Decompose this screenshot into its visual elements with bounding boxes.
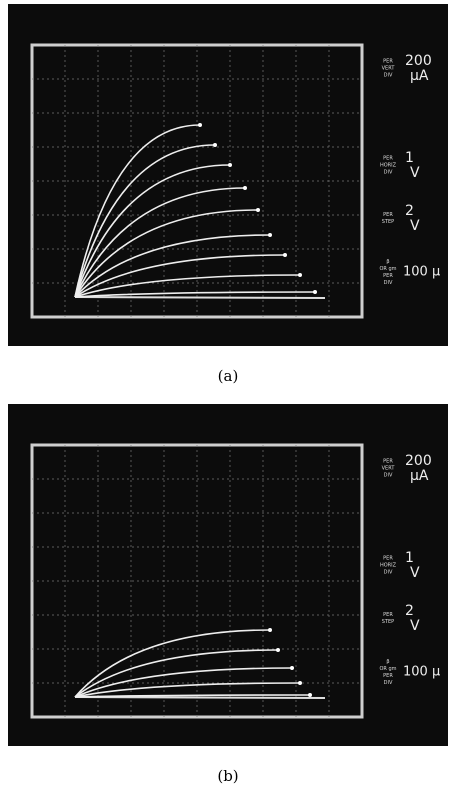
trace-dot [308, 693, 312, 697]
setting-label: DIV [384, 170, 393, 176]
trace-dot [298, 681, 302, 685]
setting-label: PER [383, 212, 393, 218]
trace-curve [74, 274, 301, 298]
setting-label: DIV [384, 280, 393, 286]
setting-value: 1 [405, 550, 414, 566]
setting-label: PER [383, 556, 393, 562]
setting-unit: V [410, 565, 420, 581]
setting-label: OR gm [379, 666, 396, 672]
setting-label: PER [383, 273, 393, 279]
setting-label: PER [383, 156, 393, 162]
setting-label: STEP [382, 619, 394, 625]
baseline-trace [74, 296, 326, 299]
trace-dot [228, 163, 232, 167]
trace-dot [213, 143, 217, 147]
caption: (b) [217, 767, 238, 785]
setting-value: 100 μ [403, 665, 440, 680]
setting-value: 100 μ [403, 265, 440, 280]
screen-photo [8, 4, 448, 346]
setting-label: DIV [384, 680, 393, 686]
setting-value: 2 [405, 203, 414, 219]
setting-unit: μA [410, 468, 429, 484]
setting-value: 1 [405, 150, 414, 166]
setting-label: OR gm [379, 266, 396, 272]
trace-curve [74, 682, 301, 698]
trace-curve [74, 234, 271, 298]
trace-curve [74, 144, 216, 298]
trace-dot [198, 123, 202, 127]
panel: PERVERTDIV200μAPERHORIZDIV1VPERSTEP2VβOR… [8, 4, 448, 385]
setting-label: PER [383, 612, 393, 618]
setting-unit: μA [410, 68, 429, 84]
setting-label: PER [383, 459, 393, 465]
trace-curve [74, 124, 201, 298]
trace-dot [268, 233, 272, 237]
setting-label: PER [383, 59, 393, 65]
trace-dot [256, 208, 260, 212]
setting-value: 200 [405, 53, 432, 69]
setting-unit: V [410, 165, 420, 181]
caption: (a) [218, 367, 239, 385]
setting-label: HORIZ [380, 563, 397, 569]
trace-curve [74, 164, 231, 298]
trace-dot [283, 253, 287, 257]
setting-label: STEP [382, 219, 394, 225]
setting-label: DIV [384, 473, 393, 479]
setting-label: VERT [382, 66, 396, 72]
setting-label: DIV [384, 73, 393, 79]
trace-dot [313, 290, 317, 294]
setting-label: HORIZ [380, 163, 397, 169]
setting-value: 2 [405, 603, 414, 619]
trace-curve [74, 187, 246, 298]
trace-curve [74, 667, 293, 698]
trace-curve [74, 629, 271, 698]
setting-label: β [386, 659, 389, 665]
setting-label: VERT [382, 466, 396, 472]
trace-curve [74, 254, 286, 298]
setting-unit: V [410, 618, 420, 634]
trace-dot [268, 628, 272, 632]
trace-dot [276, 648, 280, 652]
screen-photo [8, 404, 448, 746]
trace-curve [74, 209, 259, 298]
trace-dot [290, 666, 294, 670]
trace-curve [74, 291, 316, 298]
setting-value: 200 [405, 453, 432, 469]
setting-unit: V [410, 218, 420, 234]
trace-curve [74, 649, 279, 698]
trace-dot [298, 273, 302, 277]
trace-curve [74, 694, 311, 698]
setting-label: β [386, 259, 389, 265]
trace-dot [243, 186, 247, 190]
baseline-trace [74, 696, 326, 699]
setting-label: PER [383, 673, 393, 679]
panel: PERVERTDIV200μAPERHORIZDIV1VPERSTEP2VβOR… [8, 404, 448, 785]
setting-label: DIV [384, 570, 393, 576]
